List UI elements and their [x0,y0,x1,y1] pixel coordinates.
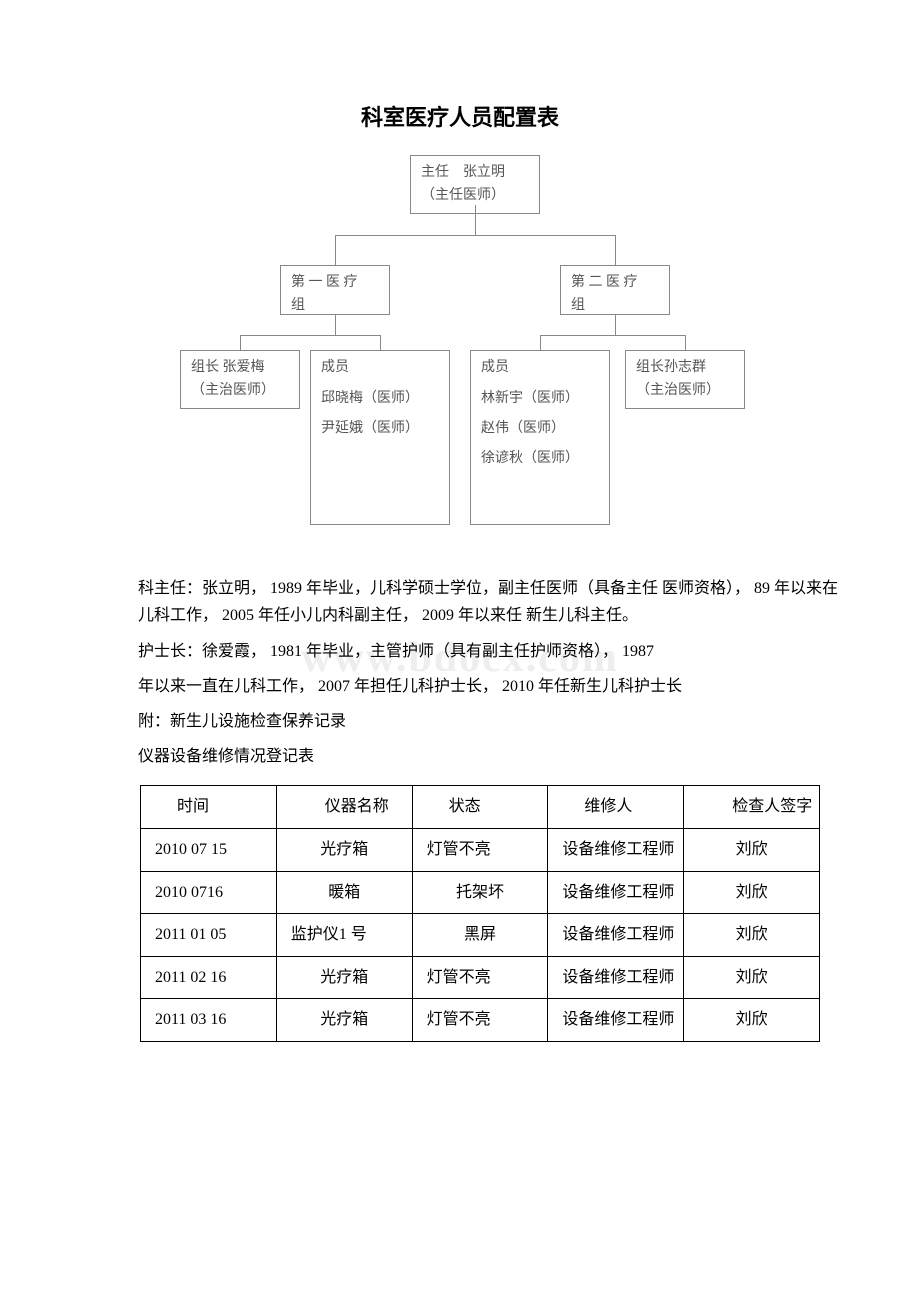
node-group-1: 第 一 医 疗 组 [280,265,390,315]
paragraph-table-title: 仪器设备维修情况登记表 [70,743,850,770]
cell-device: 光疗箱 [276,956,412,999]
table-row: 2010 0716 暖箱 托架坏 设备维修工程师 刘欣 [141,871,820,914]
connector-line [240,335,241,350]
cell-time: 2010 07 15 [141,828,277,871]
table-row: 2010 07 15 光疗箱 灯管不亮 设备维修工程师 刘欣 [141,828,820,871]
cell-inspector: 刘欣 [684,914,820,957]
cell-time: 2011 01 05 [141,914,277,957]
cell-repairer: 设备维修工程师 [548,956,684,999]
members2-m3: 徐谚秋（医师） [481,448,599,470]
leader2-name: 组长孙志群 [636,357,734,379]
header-device: 仪器名称 [276,786,412,829]
cell-status: 灯管不亮 [412,999,548,1042]
node-leader-2: 组长孙志群 （主治医师） [625,350,745,409]
connector-line [685,335,686,350]
cell-time: 2011 02 16 [141,956,277,999]
connector-line [475,205,476,235]
p1-text: 科主任：张立明， 1989 年毕业，儿科学硕士学位，副主任医师（具备主任 医师资… [138,580,838,624]
connector-line [615,235,616,265]
node-group-2: 第 二 医 疗 组 [560,265,670,315]
cell-repairer: 设备维修工程师 [548,871,684,914]
cell-time: 2011 03 16 [141,999,277,1042]
group2-line1: 第 二 医 疗 [571,272,659,294]
table-row: 2011 02 16 光疗箱 灯管不亮 设备维修工程师 刘欣 [141,956,820,999]
node-members-1: 成员 邱晓梅（医师） 尹延娥（医师） [310,350,450,525]
paragraph-nurse-2: 年以来一直在儿科工作， 2007 年担任儿科护士长， 2010 年任新生儿科护士… [70,673,850,700]
members2-m2: 赵伟（医师） [481,418,599,440]
cell-time: 2010 0716 [141,871,277,914]
connector-line [335,315,336,335]
cell-repairer: 设备维修工程师 [548,999,684,1042]
org-chart: 主任 张立明 （主任医师） 第 一 医 疗 组 第 二 医 疗 组 组长 张爱梅… [70,155,850,555]
connector-line [615,315,616,335]
paragraph-director: 科主任：张立明， 1989 年毕业，儿科学硕士学位，副主任医师（具备主任 医师资… [70,575,850,629]
connector-line [540,335,541,350]
leader1-role: （主治医师） [191,380,289,402]
group2-line2: 组 [571,295,659,317]
cell-status: 灯管不亮 [412,828,548,871]
paragraph-attachment: 附：新生儿设施检查保养记录 [70,708,850,735]
table-row: 2011 03 16 光疗箱 灯管不亮 设备维修工程师 刘欣 [141,999,820,1042]
cell-inspector: 刘欣 [684,999,820,1042]
table-header-row: 时间 仪器名称 状态 维修人 检查人签字 [141,786,820,829]
members2-title: 成员 [481,357,599,379]
members2-m1: 林新宇（医师） [481,388,599,410]
cell-device: 光疗箱 [276,999,412,1042]
header-time: 时间 [141,786,277,829]
header-inspector: 检查人签字 [684,786,820,829]
cell-device: 光疗箱 [276,828,412,871]
page-title: 科室医疗人员配置表 [70,100,850,135]
members1-m2: 尹延娥（医师） [321,418,439,440]
equipment-table: 时间 仪器名称 状态 维修人 检查人签字 2010 07 15 光疗箱 灯管不亮… [140,785,820,1042]
group1-line2: 组 [291,295,379,317]
leader2-role: （主治医师） [636,380,734,402]
members1-title: 成员 [321,357,439,379]
cell-inspector: 刘欣 [684,871,820,914]
header-status: 状态 [412,786,548,829]
cell-inspector: 刘欣 [684,956,820,999]
director-title: 主任 张立明 [421,162,529,184]
cell-device: 暖箱 [276,871,412,914]
cell-status: 黑屏 [412,914,548,957]
members1-m1: 邱晓梅（医师） [321,388,439,410]
table-row: 2011 01 05 监护仪1 号 黑屏 设备维修工程师 刘欣 [141,914,820,957]
connector-line [380,335,381,350]
connector-line [335,235,615,236]
connector-line [335,235,336,265]
cell-device: 监护仪1 号 [276,914,412,957]
connector-line [240,335,380,336]
director-role: （主任医师） [421,185,529,207]
connector-line [540,335,685,336]
cell-status: 托架坏 [412,871,548,914]
cell-status: 灯管不亮 [412,956,548,999]
cell-inspector: 刘欣 [684,828,820,871]
leader1-name: 组长 张爱梅 [191,357,289,379]
cell-repairer: 设备维修工程师 [548,914,684,957]
group1-line1: 第 一 医 疗 [291,272,379,294]
node-members-2: 成员 林新宇（医师） 赵伟（医师） 徐谚秋（医师） [470,350,610,525]
node-leader-1: 组长 张爱梅 （主治医师） [180,350,300,409]
header-repairer: 维修人 [548,786,684,829]
paragraph-nurse-1: 护士长：徐爱霞， 1981 年毕业，主管护师（具有副主任护师资格）， 1987 [70,638,850,665]
cell-repairer: 设备维修工程师 [548,828,684,871]
